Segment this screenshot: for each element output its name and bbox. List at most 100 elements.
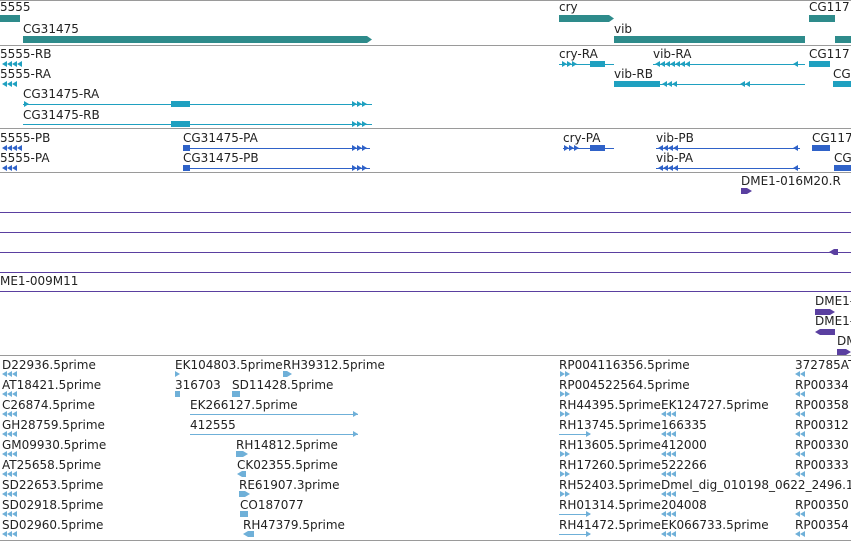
- est-feature[interactable]: [795, 411, 800, 417]
- protein-feature[interactable]: [574, 145, 579, 151]
- est-feature[interactable]: [565, 471, 570, 477]
- transcript-feature[interactable]: [667, 81, 672, 87]
- est-label[interactable]: RE61907.3prime: [239, 478, 340, 492]
- gene-feature[interactable]: [614, 36, 805, 43]
- protein-feature[interactable]: [563, 148, 614, 149]
- protein-feature[interactable]: [12, 165, 17, 171]
- clone-feature[interactable]: [829, 249, 838, 255]
- est-feature[interactable]: [671, 491, 676, 497]
- est-feature[interactable]: [795, 391, 800, 397]
- gene-feature[interactable]: [559, 15, 614, 22]
- est-feature[interactable]: [800, 511, 805, 517]
- transcript-label[interactable]: CG5: [833, 67, 851, 81]
- est-feature[interactable]: [560, 371, 565, 377]
- est-feature[interactable]: [586, 511, 591, 517]
- transcript-feature[interactable]: [745, 81, 750, 87]
- est-feature[interactable]: [661, 491, 666, 497]
- est-feature[interactable]: [7, 531, 12, 537]
- protein-feature[interactable]: [17, 145, 22, 151]
- transcript-feature[interactable]: [12, 81, 17, 87]
- protein-label[interactable]: CG31475-PA: [183, 131, 258, 145]
- est-feature[interactable]: [800, 371, 805, 377]
- est-label[interactable]: RP00333: [795, 458, 849, 472]
- gene-feature[interactable]: [809, 15, 835, 22]
- protein-feature[interactable]: [656, 148, 800, 149]
- est-feature[interactable]: [671, 431, 676, 437]
- est-feature[interactable]: [236, 451, 248, 457]
- est-label[interactable]: RH01314.5prime: [559, 498, 661, 512]
- est-label[interactable]: AT18421.5prime: [2, 378, 102, 392]
- protein-feature[interactable]: [183, 148, 370, 149]
- est-label[interactable]: RH44395.5prime: [559, 398, 661, 412]
- est-feature[interactable]: [661, 411, 666, 417]
- protein-feature[interactable]: [183, 165, 190, 171]
- est-label[interactable]: 372785AT: [795, 358, 851, 372]
- est-label[interactable]: RH14812.5prime: [236, 438, 338, 452]
- est-feature[interactable]: [800, 431, 805, 437]
- est-feature[interactable]: [586, 531, 591, 537]
- est-feature[interactable]: [559, 514, 590, 515]
- est-label[interactable]: RP00330: [795, 438, 849, 452]
- protein-feature[interactable]: [590, 145, 605, 151]
- protein-feature[interactable]: [658, 145, 663, 151]
- est-label[interactable]: RH52403.5prime: [559, 478, 661, 492]
- transcript-feature[interactable]: [655, 61, 660, 67]
- est-feature[interactable]: [12, 471, 17, 477]
- est-feature[interactable]: [795, 431, 800, 437]
- est-feature[interactable]: [661, 531, 666, 537]
- transcript-feature[interactable]: [357, 101, 362, 107]
- transcript-feature[interactable]: [672, 81, 677, 87]
- est-feature[interactable]: [560, 411, 565, 417]
- clone-feature[interactable]: [0, 212, 851, 213]
- protein-feature[interactable]: [656, 168, 800, 169]
- est-feature[interactable]: [2, 411, 7, 417]
- transcript-feature[interactable]: [17, 61, 22, 67]
- protein-label[interactable]: CG5: [834, 151, 851, 165]
- est-label[interactable]: RP00334: [795, 378, 849, 392]
- clone-feature[interactable]: [0, 232, 851, 233]
- est-feature[interactable]: [237, 471, 246, 477]
- clone-feature[interactable]: [815, 309, 835, 315]
- est-feature[interactable]: [565, 491, 570, 497]
- est-label[interactable]: SD22653.5prime: [2, 478, 104, 492]
- est-label[interactable]: SD11428.5prime: [232, 378, 334, 392]
- est-label[interactable]: EK124727.5prime: [661, 398, 769, 412]
- est-feature[interactable]: [800, 391, 805, 397]
- est-feature[interactable]: [661, 471, 666, 477]
- est-feature[interactable]: [795, 451, 800, 457]
- protein-feature[interactable]: [362, 165, 367, 171]
- est-feature[interactable]: [586, 431, 591, 437]
- gene-label[interactable]: CG117: [809, 0, 850, 14]
- est-feature[interactable]: [7, 491, 12, 497]
- est-feature[interactable]: [12, 491, 17, 497]
- est-label[interactable]: RP004116356.5prime: [559, 358, 690, 372]
- est-feature[interactable]: [175, 371, 180, 377]
- est-label[interactable]: CO187077: [240, 498, 304, 512]
- transcript-label[interactable]: 5555-RA: [0, 67, 51, 81]
- est-feature[interactable]: [666, 511, 671, 517]
- est-feature[interactable]: [353, 431, 358, 437]
- est-feature[interactable]: [7, 391, 12, 397]
- est-feature[interactable]: [560, 471, 565, 477]
- est-feature[interactable]: [666, 451, 671, 457]
- clone-label[interactable]: DME1-: [815, 294, 851, 308]
- transcript-feature[interactable]: [2, 61, 7, 67]
- gene-label[interactable]: 5555: [0, 0, 31, 14]
- transcript-feature[interactable]: [590, 61, 605, 67]
- clone-feature[interactable]: [815, 329, 835, 335]
- transcript-label[interactable]: CG31475-RB: [23, 108, 100, 122]
- est-label[interactable]: GH28759.5prime: [2, 418, 105, 432]
- transcript-feature[interactable]: [362, 121, 367, 127]
- est-label[interactable]: 412000: [661, 438, 707, 452]
- est-label[interactable]: RH17260.5prime: [559, 458, 661, 472]
- est-feature[interactable]: [560, 451, 565, 457]
- est-label[interactable]: Dmel_dig_010198_0622_2496.1: [661, 478, 851, 492]
- protein-feature[interactable]: [357, 145, 362, 151]
- transcript-feature[interactable]: [362, 101, 367, 107]
- transcript-label[interactable]: vib-RA: [653, 47, 692, 61]
- protein-feature[interactable]: [812, 145, 830, 151]
- est-feature[interactable]: [2, 391, 7, 397]
- est-feature[interactable]: [666, 531, 671, 537]
- est-feature[interactable]: [2, 491, 7, 497]
- gene-label[interactable]: CG31475: [23, 22, 79, 36]
